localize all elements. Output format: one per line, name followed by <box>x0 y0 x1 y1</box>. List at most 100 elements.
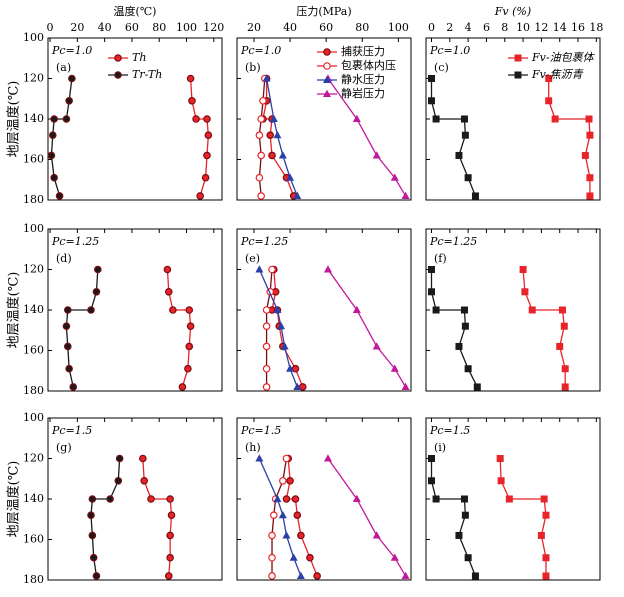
data-point <box>352 305 361 313</box>
legend-symbol <box>114 71 122 79</box>
data-point <box>323 454 332 462</box>
panel-label: (e) <box>245 252 260 265</box>
data-point <box>390 553 399 561</box>
data-point <box>372 531 381 539</box>
data-point <box>278 511 287 519</box>
x-tick-label: 20 <box>247 21 261 34</box>
panel-label: (a) <box>56 61 71 74</box>
data-point <box>255 131 264 140</box>
legend-label: 静岩压力 <box>341 86 385 100</box>
data-point <box>473 383 481 391</box>
data-point <box>114 476 123 485</box>
x-axis-title: 温度(℃) <box>114 4 157 18</box>
data-point <box>461 511 469 519</box>
data-point <box>65 96 73 105</box>
data-point <box>203 115 211 123</box>
data-point <box>464 554 472 562</box>
data-point <box>68 74 76 83</box>
data-point <box>390 173 399 181</box>
y-axis-title: 地层温度(℃) <box>6 461 22 538</box>
data-point <box>106 495 114 503</box>
data-point <box>427 97 435 105</box>
y-tick-label: 180 <box>23 573 44 586</box>
data-point <box>166 553 174 562</box>
x-tick-label: 0 <box>428 21 435 34</box>
data-point <box>147 495 155 503</box>
x-tick-label: 12 <box>534 21 548 34</box>
data-point <box>280 342 289 350</box>
data-point <box>542 572 550 580</box>
data-point <box>545 97 553 105</box>
data-point <box>427 75 435 82</box>
legend-symbol <box>323 48 331 56</box>
data-point <box>561 383 569 391</box>
data-point <box>257 192 265 200</box>
data-point <box>461 131 469 139</box>
series-line <box>499 458 547 576</box>
data-point <box>201 173 210 182</box>
legend-label: Tr-Th <box>132 68 162 81</box>
data-point <box>455 531 463 539</box>
panel-label: (i) <box>434 441 446 454</box>
data-point <box>262 306 271 314</box>
data-point <box>268 531 276 540</box>
data-point <box>47 151 56 160</box>
x-tick-label: 16 <box>571 21 585 34</box>
data-point <box>266 131 275 140</box>
panel-annotation: Pc=1.25 <box>429 235 477 248</box>
x-tick-label: 40 <box>283 21 297 34</box>
x-tick-label: 60 <box>319 21 333 34</box>
data-point <box>464 174 472 182</box>
data-point <box>255 265 264 273</box>
panel-label: (f) <box>434 252 447 265</box>
data-point <box>286 476 294 485</box>
data-point <box>286 173 295 181</box>
y-tick-label: 120 <box>23 452 44 465</box>
data-point <box>585 115 593 123</box>
data-point <box>186 322 195 331</box>
x-tick-label: 10 <box>516 21 530 34</box>
data-point <box>286 364 295 372</box>
data-point <box>268 553 276 562</box>
data-point <box>259 96 267 105</box>
data-point <box>262 383 271 391</box>
data-point <box>278 151 287 159</box>
data-point <box>296 571 305 579</box>
data-point <box>461 322 469 330</box>
legend-label: 包裹体内压 <box>341 58 396 72</box>
data-point <box>273 494 282 502</box>
data-point <box>65 364 73 373</box>
y-tick-label: 160 <box>23 344 44 357</box>
series-line <box>548 78 591 196</box>
data-point <box>257 151 265 160</box>
data-point <box>460 306 468 314</box>
data-point <box>372 342 381 350</box>
panel-frame <box>47 417 223 581</box>
data-point <box>352 114 361 122</box>
data-point <box>297 531 305 540</box>
data-point <box>282 531 291 539</box>
data-point <box>401 382 410 390</box>
data-point <box>505 495 513 503</box>
x-tick-label: 80 <box>355 21 369 34</box>
x-tick-label: 100 <box>388 21 409 34</box>
data-point <box>88 495 97 503</box>
data-point <box>323 265 332 273</box>
data-point <box>268 265 276 274</box>
data-point <box>471 192 479 200</box>
data-point <box>560 322 568 330</box>
data-point <box>273 305 282 313</box>
data-point <box>460 115 468 123</box>
data-point <box>139 454 147 463</box>
data-point <box>460 495 468 503</box>
y-tick-label: 160 <box>23 533 44 546</box>
data-point <box>262 322 271 331</box>
data-point <box>204 131 213 140</box>
data-point <box>164 287 173 296</box>
data-point <box>69 383 78 391</box>
data-point <box>293 511 302 520</box>
y-tick-label: 140 <box>23 492 44 505</box>
y-axis-title: 地层温度(℃) <box>6 81 22 158</box>
data-point <box>427 477 435 485</box>
